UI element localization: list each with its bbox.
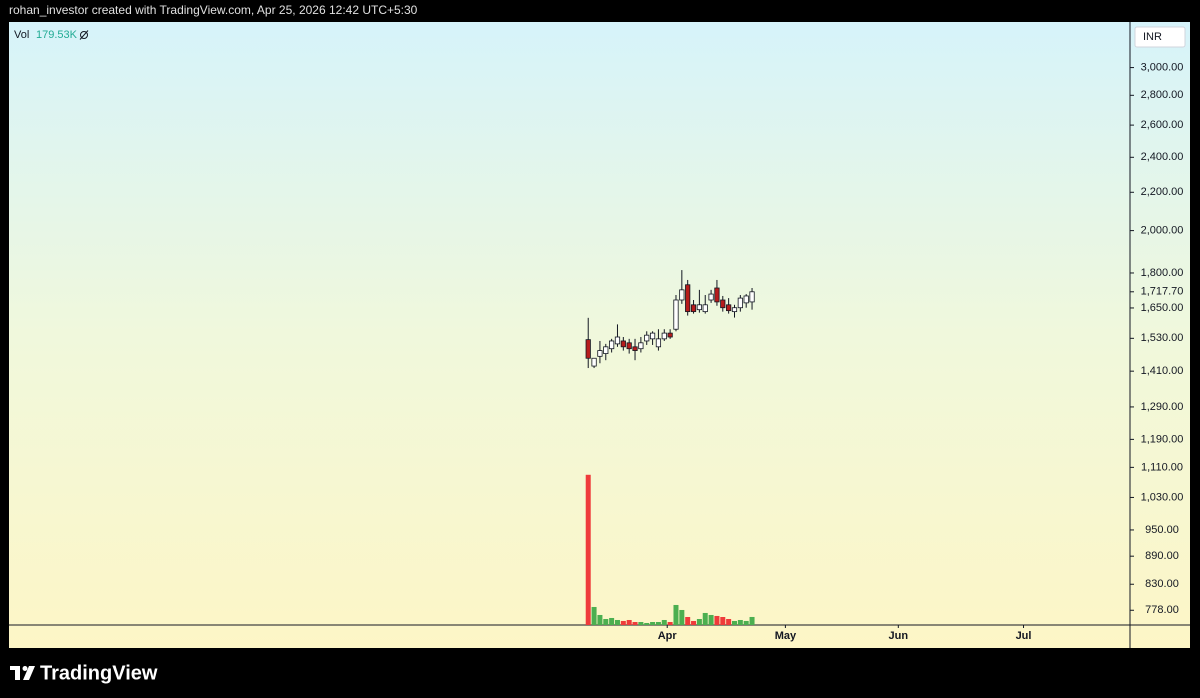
x-tick-label: May [775, 630, 797, 642]
candle-body [614, 336, 621, 345]
logo-part [22, 666, 28, 671]
volume-bar [638, 622, 644, 625]
volume-bar [597, 614, 603, 625]
y-tick-label: 2,800.00 [1141, 89, 1184, 101]
candle-body [749, 291, 755, 303]
hide-icon-circle [80, 31, 88, 39]
candle-body [620, 340, 626, 348]
volume-bar [737, 619, 743, 625]
candle-body [743, 295, 749, 304]
y-tick-label: 890.00 [1145, 550, 1179, 562]
candle-body [737, 297, 743, 309]
y-tick-label: 2,400.00 [1141, 151, 1184, 163]
last-price-label: 1,717.70 [1141, 286, 1184, 298]
volume-bar [731, 620, 737, 625]
volume-bar [661, 619, 667, 625]
candle-body [585, 339, 591, 359]
candle-body [673, 299, 679, 330]
plot-background [9, 22, 1190, 648]
candle-body [655, 338, 662, 348]
currency-box[interactable] [1134, 26, 1186, 48]
y-tick-label: 1,650.00 [1141, 302, 1184, 314]
volume-bar [702, 612, 708, 625]
footer-brand: TradingView [40, 662, 158, 684]
currency: INR [1143, 31, 1162, 43]
volume-bar [632, 622, 638, 625]
candle-body [702, 304, 708, 313]
volume-bar [673, 604, 679, 625]
candle-body [644, 334, 650, 342]
candle-body [690, 304, 697, 313]
y-tick-label: 2,200.00 [1141, 186, 1184, 198]
logo-part [15, 666, 20, 680]
volume-bar [591, 606, 597, 625]
volume-bar [667, 622, 673, 625]
volume-bar [685, 616, 691, 625]
volume-bar [714, 615, 720, 625]
volume-bar [743, 620, 749, 625]
volume-bar [679, 609, 685, 625]
y-tick-label: 1,030.00 [1141, 491, 1184, 503]
candle-body [649, 332, 656, 340]
y-tick-label: 1,110.00 [1141, 461, 1183, 473]
volume-bar [644, 622, 650, 625]
y-tick-label: 778.00 [1145, 604, 1179, 616]
volume-bar [609, 617, 615, 625]
y-tick-label: 2,600.00 [1141, 119, 1184, 131]
volume-bar [585, 474, 591, 625]
volume-bar [650, 622, 656, 625]
volume-bar [720, 616, 726, 625]
candle-body [626, 342, 632, 350]
candle-body [609, 340, 615, 350]
y-tick-label: 2,000.00 [1141, 225, 1184, 237]
y-tick-label: 3,000.00 [1141, 61, 1184, 73]
candle-body [708, 293, 714, 301]
y-tick-label: 1,530.00 [1141, 332, 1184, 344]
candle-body [731, 307, 738, 313]
hide-icon[interactable] [79, 30, 89, 40]
x-tick-label: Apr [658, 630, 678, 642]
candle-body [714, 287, 720, 303]
candle-body [679, 289, 685, 301]
volume-bar [691, 620, 697, 625]
candle-body [597, 350, 603, 357]
volume-bar [603, 619, 609, 625]
x-tick-label: Jun [889, 630, 909, 642]
x-tick-label: Jul [1016, 630, 1032, 642]
volume-bar [749, 616, 755, 625]
volume-bar [708, 614, 714, 625]
volume-bar [726, 619, 732, 625]
logo-part [23, 666, 35, 680]
volume-bar [696, 619, 702, 625]
footer-logo [10, 666, 35, 680]
candle-body [685, 284, 691, 313]
y-tick-label: 830.00 [1145, 578, 1179, 590]
hide-icon-slash [79, 30, 89, 40]
y-tick-label: 1,800.00 [1141, 267, 1184, 279]
y-tick-label: 950.00 [1145, 524, 1179, 536]
candle-body [603, 346, 609, 354]
candle-body [632, 346, 638, 351]
candle-body [661, 332, 667, 340]
y-tick-label: 1,290.00 [1141, 401, 1184, 413]
volume-name: Vol [14, 29, 29, 41]
volume-bar [655, 622, 661, 625]
y-tick-label: 1,190.00 [1141, 433, 1184, 445]
candle-body [726, 304, 732, 312]
candle-body [696, 304, 702, 311]
candle-body [720, 299, 726, 309]
volume-last-label: 179.53K [36, 29, 78, 41]
volume-bar [620, 620, 626, 625]
candle-body [591, 357, 597, 367]
volume-bar [614, 619, 620, 625]
candle-body [667, 332, 673, 338]
volume-bar [626, 619, 632, 625]
candle-body [638, 342, 644, 350]
y-tick-label: 1,410.00 [1141, 365, 1184, 377]
header-text: rohan_investor created with TradingView.… [9, 3, 418, 17]
